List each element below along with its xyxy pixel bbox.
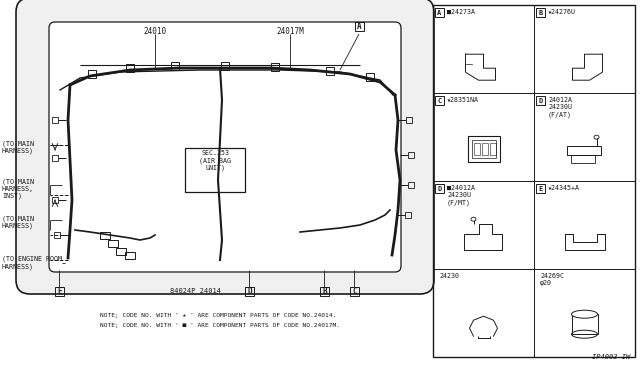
Text: ★24345+A: ★24345+A <box>548 185 580 191</box>
Bar <box>472 140 495 158</box>
Bar <box>366 73 374 81</box>
Text: (TO ENGINE ROOM
HARNESS): (TO ENGINE ROOM HARNESS) <box>2 256 62 270</box>
Bar <box>54 232 60 238</box>
Bar <box>52 155 58 161</box>
Bar <box>55 287 64 296</box>
Bar <box>320 287 329 296</box>
Text: D: D <box>538 97 543 103</box>
Bar <box>408 152 414 158</box>
Bar <box>435 8 444 17</box>
Bar <box>536 8 545 17</box>
Bar <box>474 143 479 155</box>
Bar <box>405 212 411 218</box>
Bar <box>435 96 444 105</box>
Bar <box>355 22 364 31</box>
Ellipse shape <box>572 310 598 318</box>
Text: ★24276U: ★24276U <box>548 9 576 15</box>
Text: B: B <box>538 10 543 16</box>
Text: 24269C
φ20: 24269C φ20 <box>540 273 564 286</box>
Text: B: B <box>322 287 327 296</box>
Bar <box>490 143 495 155</box>
Text: SEC.253
(AIR BAG
UNIT): SEC.253 (AIR BAG UNIT) <box>199 150 231 171</box>
Text: NOTE; CODE NO. WITH ' ★ ' ARE COMPONENT PARTS OF CODE NO.24014.: NOTE; CODE NO. WITH ' ★ ' ARE COMPONENT … <box>100 313 336 318</box>
Bar <box>100 232 110 239</box>
Text: 24012A
24230U
(F/AT): 24012A 24230U (F/AT) <box>548 97 572 118</box>
Bar <box>116 248 126 255</box>
Text: ■24012A
24230U
(F/MT): ■24012A 24230U (F/MT) <box>447 185 475 205</box>
Text: E: E <box>57 287 62 296</box>
Text: (TO MAIN
HARNESS,
INST): (TO MAIN HARNESS, INST) <box>2 178 34 199</box>
Bar <box>467 136 499 162</box>
Bar <box>566 146 600 155</box>
Bar <box>52 117 58 123</box>
Bar <box>52 197 58 203</box>
Bar <box>125 252 135 259</box>
Text: C: C <box>352 287 357 296</box>
Bar <box>271 63 279 71</box>
Bar <box>433 5 635 357</box>
Bar <box>406 117 412 123</box>
Text: E: E <box>538 186 543 192</box>
Bar <box>408 182 414 188</box>
Bar <box>536 184 545 193</box>
Bar <box>572 314 598 334</box>
Bar <box>435 184 444 193</box>
Bar <box>245 287 254 296</box>
Bar <box>570 155 595 163</box>
Text: 24010: 24010 <box>143 27 166 36</box>
Text: D: D <box>437 186 442 192</box>
Text: 24230: 24230 <box>439 273 459 279</box>
FancyBboxPatch shape <box>49 22 401 272</box>
Text: A: A <box>437 10 442 16</box>
Bar <box>108 240 118 247</box>
Bar <box>126 64 134 72</box>
Text: C: C <box>437 97 442 103</box>
Text: 84024P 24014: 84024P 24014 <box>170 288 221 294</box>
Bar <box>171 62 179 70</box>
Text: 24017M: 24017M <box>276 27 304 36</box>
Text: IP4003 IW: IP4003 IW <box>592 354 630 360</box>
Text: NOTE; CODE NO. WITH ' ■ ' ARE COMPONENT PARTS OF CODE NO.24017M.: NOTE; CODE NO. WITH ' ■ ' ARE COMPONENT … <box>100 323 340 328</box>
Text: ★28351NA: ★28351NA <box>447 97 479 103</box>
Bar <box>536 96 545 105</box>
Text: (TO MAIN
HARNESS): (TO MAIN HARNESS) <box>2 140 34 154</box>
FancyBboxPatch shape <box>16 0 434 294</box>
Bar <box>326 67 334 75</box>
Bar <box>350 287 359 296</box>
Text: (TO MAIN
HARNESS): (TO MAIN HARNESS) <box>2 215 34 229</box>
Text: D: D <box>247 287 252 296</box>
Text: A: A <box>357 22 362 31</box>
Text: ■24273A: ■24273A <box>447 9 475 15</box>
Bar <box>481 143 488 155</box>
Bar <box>185 148 245 192</box>
Bar <box>221 62 229 70</box>
Bar <box>88 70 96 78</box>
